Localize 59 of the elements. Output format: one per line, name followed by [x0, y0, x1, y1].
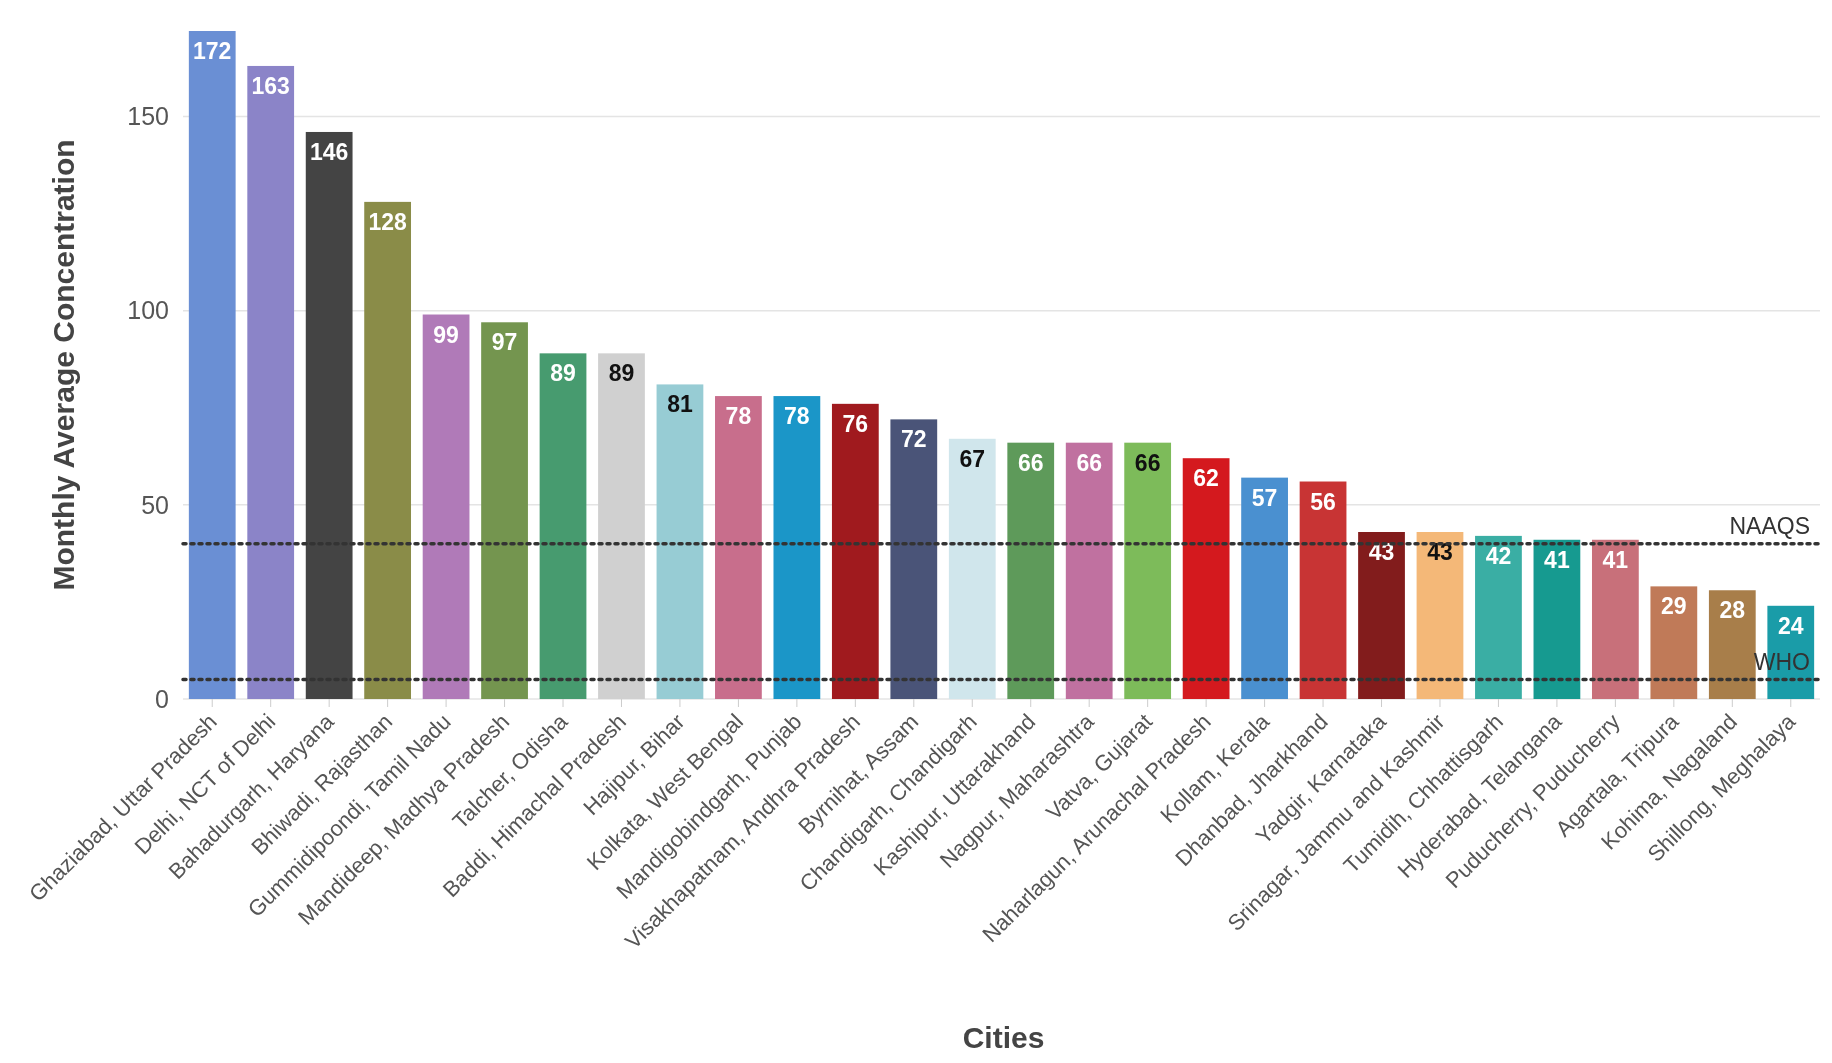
bar — [1182, 458, 1230, 699]
data-label: 66 — [1076, 449, 1102, 476]
bar — [656, 384, 704, 699]
bar — [481, 322, 528, 699]
data-label: 128 — [368, 208, 408, 235]
bar — [1065, 442, 1113, 699]
data-label: 78 — [725, 403, 752, 430]
bar — [1358, 532, 1405, 699]
bar — [364, 201, 412, 699]
x-axis-title: Cities — [962, 1021, 1045, 1054]
y-tick-label: 50 — [141, 490, 169, 519]
bar — [305, 131, 353, 699]
data-label: 81 — [667, 391, 693, 418]
bar — [539, 353, 587, 699]
data-label: 28 — [1719, 597, 1746, 624]
data-label: 66 — [1017, 449, 1044, 476]
bar — [1533, 539, 1581, 699]
y-axis-title: Monthly Average Concentration — [47, 139, 80, 591]
bar — [890, 419, 938, 699]
data-label: 99 — [433, 321, 459, 348]
bar — [1650, 586, 1698, 699]
data-label: 56 — [1310, 488, 1336, 515]
data-label: 89 — [608, 360, 635, 387]
bar — [715, 396, 762, 699]
data-label: 29 — [1661, 593, 1687, 620]
bar — [948, 438, 996, 699]
ref-line-label: NAAQS — [1729, 512, 1810, 539]
bar — [1007, 442, 1055, 699]
bar — [188, 31, 236, 699]
data-label: 62 — [1193, 465, 1219, 492]
data-label: 67 — [959, 445, 986, 472]
data-label: 66 — [1134, 449, 1161, 476]
data-label: 24 — [1777, 612, 1804, 639]
y-tick-label: 0 — [155, 684, 169, 713]
data-label: 89 — [550, 360, 576, 387]
data-label: 78 — [784, 403, 810, 430]
data-label: 41 — [1544, 546, 1570, 573]
bar — [1591, 539, 1639, 699]
bar — [831, 403, 879, 699]
bar — [1124, 442, 1172, 699]
bar — [1416, 532, 1464, 699]
data-label: 72 — [901, 426, 927, 453]
data-label: 57 — [1251, 484, 1278, 511]
bar — [1241, 477, 1288, 699]
bar — [773, 396, 821, 699]
bar — [1299, 481, 1347, 699]
bar — [1708, 590, 1756, 699]
data-label: 172 — [193, 38, 232, 64]
data-label: 163 — [251, 72, 290, 99]
data-label: 42 — [1485, 542, 1512, 569]
bar — [1475, 535, 1522, 699]
y-tick-label: 100 — [127, 296, 169, 325]
bar — [422, 314, 470, 699]
data-label: 97 — [491, 329, 518, 356]
bar — [247, 65, 295, 699]
data-label: 76 — [842, 410, 869, 437]
data-label: 41 — [1602, 546, 1629, 573]
data-label: 146 — [309, 138, 349, 165]
y-tick-label: 150 — [127, 102, 169, 131]
